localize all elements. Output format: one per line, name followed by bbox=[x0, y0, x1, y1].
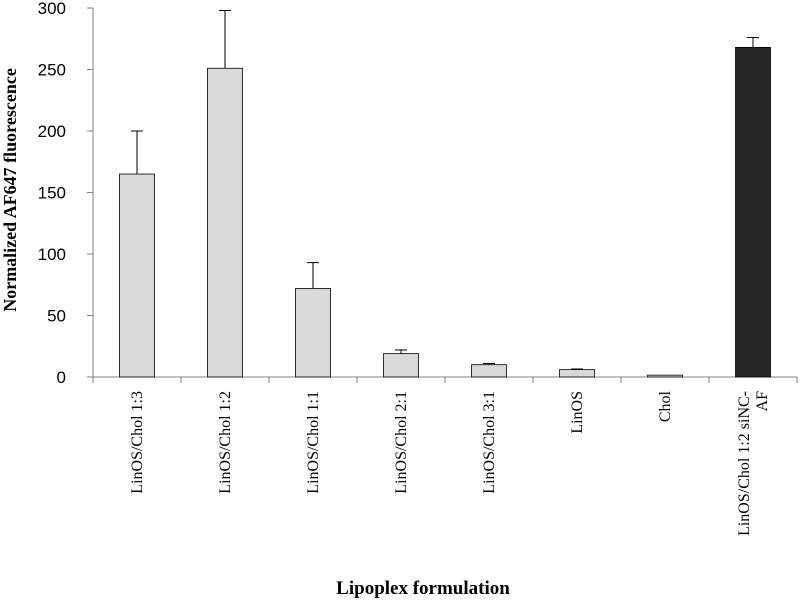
y-tick-label: 150 bbox=[38, 184, 66, 203]
x-category-label: LinOS/Chol 1:3 bbox=[129, 391, 146, 494]
x-axis-category-labels: LinOS/Chol 1:3 LinOS/Chol 1:2 LinOS/Chol 1… bbox=[129, 390, 771, 535]
error-bars bbox=[131, 9, 759, 370]
x-category-label: LinOS/Chol 1:1 bbox=[305, 391, 322, 494]
bar bbox=[119, 173, 155, 378]
bar bbox=[383, 353, 419, 378]
x-axis-title: Lipoplex formulation bbox=[336, 578, 510, 599]
axes bbox=[92, 8, 798, 383]
y-tick-label: 200 bbox=[38, 122, 66, 141]
x-category-label: LinOS/Chol 1:2 siNC- bbox=[736, 391, 753, 536]
bar bbox=[735, 46, 771, 378]
x-category-label: LinOS bbox=[569, 391, 586, 434]
x-category-label: LinOS/Chol 3:1 bbox=[481, 391, 498, 494]
y-tick-label: 250 bbox=[38, 61, 66, 80]
bar bbox=[471, 364, 507, 378]
bar bbox=[207, 67, 243, 378]
bars bbox=[119, 46, 771, 378]
y-tick-label: 100 bbox=[38, 245, 66, 264]
x-category-label: LinOS/Chol 2:1 bbox=[393, 391, 410, 494]
y-tick-label: 50 bbox=[47, 307, 66, 326]
bar bbox=[647, 374, 683, 378]
y-axis-ticks: 0 50 100 150 200 250 300 bbox=[38, 0, 93, 387]
y-tick-label: 300 bbox=[38, 0, 66, 18]
y-axis-title: Normalized AF647 fluorescence bbox=[0, 68, 20, 312]
bar bbox=[295, 288, 331, 378]
x-category-label: Chol bbox=[657, 390, 674, 422]
x-category-label: AF bbox=[754, 391, 771, 412]
bar bbox=[559, 369, 595, 378]
y-tick-label: 0 bbox=[57, 368, 66, 387]
x-category-label: LinOS/Chol 1:2 bbox=[217, 391, 234, 494]
